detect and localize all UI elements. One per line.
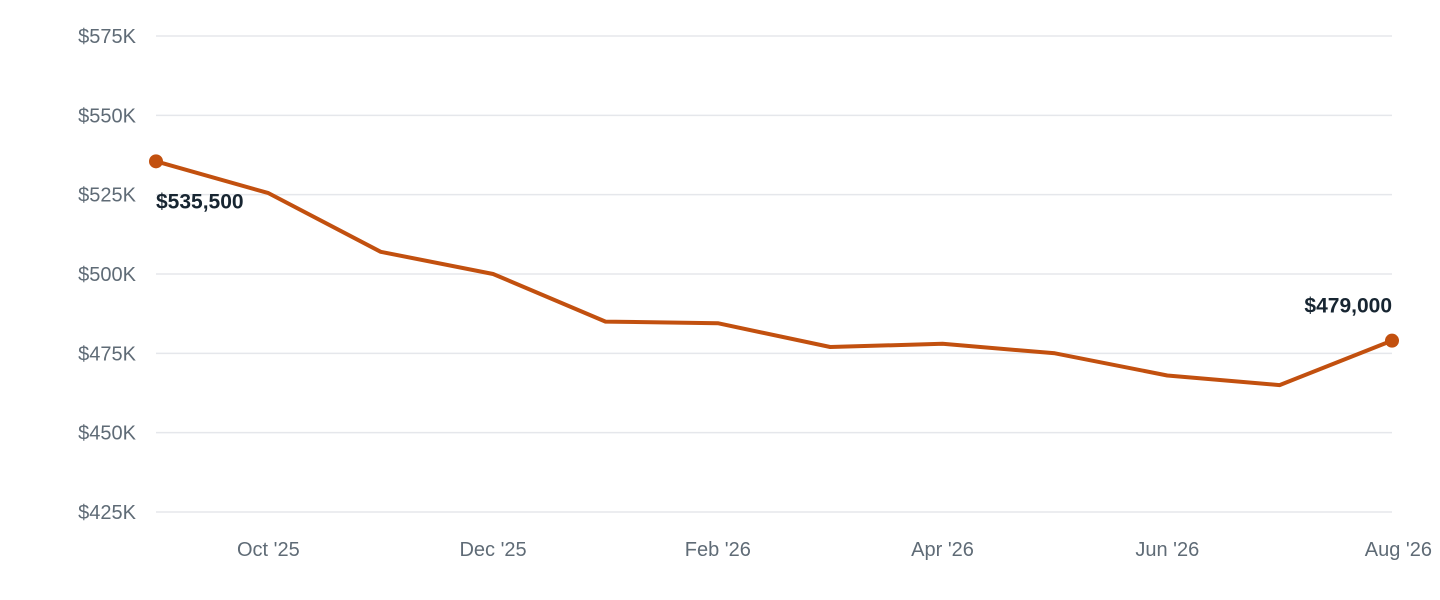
x-tick-label: Dec '25 — [459, 539, 526, 561]
series-line — [154, 159, 1394, 388]
end-value-label: $479,000 — [1304, 295, 1392, 318]
x-axis-ticks: Oct '25 Dec '25 Feb '26 Apr '26 Jun '26 Aug '… — [237, 539, 1432, 561]
y-tick-label: $525K — [78, 185, 136, 207]
y-tick-label: $475K — [78, 343, 136, 365]
x-tick-label: Oct '25 — [237, 539, 300, 561]
start-value-label: $535,500 — [156, 190, 244, 213]
y-tick-label: $425K — [78, 502, 136, 524]
x-tick-label: Jun '26 — [1135, 539, 1199, 561]
y-tick-label: $500K — [78, 264, 136, 286]
y-tick-label: $550K — [78, 105, 136, 127]
y-gridlines — [156, 35, 1392, 513]
y-tick-label: $575K — [78, 26, 136, 48]
x-tick-label: Feb '26 — [685, 539, 751, 561]
y-axis-ticks: $425K $450K $475K $500K $525K $550K $575K — [78, 26, 136, 524]
end-point — [1385, 333, 1399, 348]
y-tick-label: $450K — [78, 423, 136, 445]
x-tick-label: Aug '26 — [1365, 539, 1432, 561]
start-point — [149, 154, 163, 169]
data-points — [149, 154, 1399, 348]
x-tick-label: Apr '26 — [911, 539, 974, 561]
